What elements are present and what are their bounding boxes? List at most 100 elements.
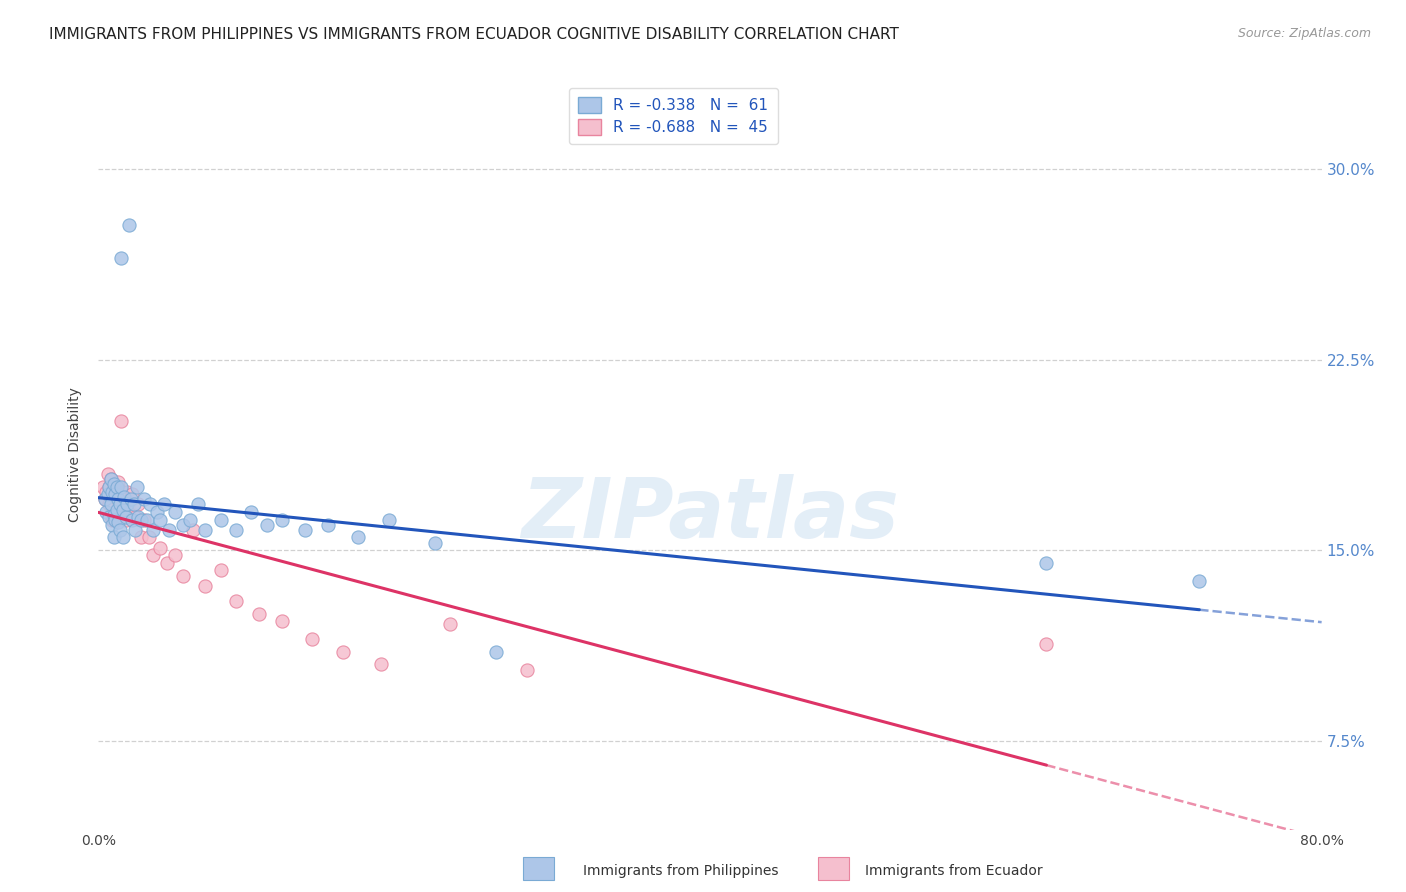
Point — [100, 498, 122, 512]
Point — [103, 480, 125, 494]
Point — [101, 484, 124, 499]
Point — [294, 523, 316, 537]
Point — [134, 492, 156, 507]
Point — [98, 498, 121, 512]
Point — [163, 548, 186, 562]
Point — [256, 517, 278, 532]
Point — [115, 510, 138, 524]
Point — [124, 523, 146, 537]
Point — [100, 472, 122, 486]
Point — [181, 523, 204, 537]
Point — [157, 523, 180, 537]
Point — [108, 523, 131, 537]
Text: Immigrants from Ecuador: Immigrants from Ecuador — [865, 863, 1042, 878]
Point — [225, 594, 247, 608]
Point — [301, 632, 323, 646]
Legend: R = -0.338   N =  61, R = -0.688   N =  45: R = -0.338 N = 61, R = -0.688 N = 45 — [569, 88, 778, 145]
Point — [136, 513, 159, 527]
Point — [110, 480, 132, 494]
Point — [209, 513, 232, 527]
Point — [127, 510, 149, 524]
Point — [98, 480, 121, 494]
Point — [134, 513, 156, 527]
Point — [101, 484, 124, 499]
Point — [97, 467, 120, 481]
Point — [103, 531, 125, 545]
Point — [156, 556, 179, 570]
Text: IMMIGRANTS FROM PHILIPPINES VS IMMIGRANTS FROM ECUADOR COGNITIVE DISABILITY CORR: IMMIGRANTS FROM PHILIPPINES VS IMMIGRANT… — [49, 27, 898, 42]
Point — [112, 490, 135, 504]
Point — [122, 498, 145, 512]
Y-axis label: Cognitive Disability: Cognitive Disability — [69, 387, 83, 523]
Point — [270, 615, 292, 629]
Point — [247, 607, 270, 621]
Point — [103, 500, 125, 514]
Point — [194, 523, 217, 537]
Point — [270, 513, 292, 527]
Text: Source: ZipAtlas.com: Source: ZipAtlas.com — [1237, 27, 1371, 40]
Point — [108, 498, 131, 512]
Point — [124, 510, 146, 524]
Point — [139, 498, 162, 512]
Point — [110, 251, 132, 265]
Point — [121, 513, 143, 527]
Point — [1035, 637, 1057, 651]
Point — [111, 484, 134, 499]
Point — [105, 492, 128, 507]
Point — [97, 487, 120, 501]
Point — [316, 517, 339, 532]
Point — [1188, 574, 1211, 588]
Point — [485, 645, 508, 659]
Point — [121, 487, 143, 501]
Point — [91, 480, 114, 494]
Point — [423, 535, 446, 549]
Point — [107, 492, 129, 507]
Point — [378, 513, 401, 527]
Point — [111, 531, 134, 545]
Point — [172, 568, 194, 582]
Point — [93, 492, 115, 507]
Point — [108, 498, 131, 512]
Point — [118, 218, 141, 232]
Point — [103, 477, 125, 491]
Point — [105, 502, 128, 516]
Point — [347, 531, 370, 545]
Point — [107, 475, 129, 489]
Point — [516, 663, 538, 677]
Point — [370, 657, 392, 672]
Point — [225, 523, 247, 537]
Point — [179, 513, 201, 527]
Point — [104, 487, 127, 501]
Point — [127, 498, 149, 512]
Point — [439, 616, 461, 631]
Point — [98, 510, 121, 524]
Point — [153, 498, 176, 512]
Point — [101, 517, 124, 532]
Point — [105, 480, 128, 494]
Point — [1035, 556, 1057, 570]
Point — [117, 484, 139, 499]
Point — [120, 492, 142, 507]
Point — [163, 505, 186, 519]
Point — [98, 480, 121, 494]
Point — [104, 484, 127, 499]
Point — [101, 513, 124, 527]
Point — [117, 498, 139, 512]
Point — [187, 498, 209, 512]
Text: ZIPatlas: ZIPatlas — [522, 475, 898, 556]
Point — [142, 523, 165, 537]
Point — [112, 502, 135, 516]
Point — [110, 414, 132, 428]
Point — [100, 472, 122, 486]
Point — [240, 505, 263, 519]
Point — [104, 513, 127, 527]
Point — [149, 541, 172, 555]
Point — [93, 492, 115, 507]
Point — [138, 531, 160, 545]
Point — [111, 502, 134, 516]
Point — [145, 505, 167, 519]
Point — [118, 502, 141, 516]
Point — [332, 645, 354, 659]
Point — [194, 579, 217, 593]
Text: Immigrants from Philippines: Immigrants from Philippines — [583, 863, 779, 878]
